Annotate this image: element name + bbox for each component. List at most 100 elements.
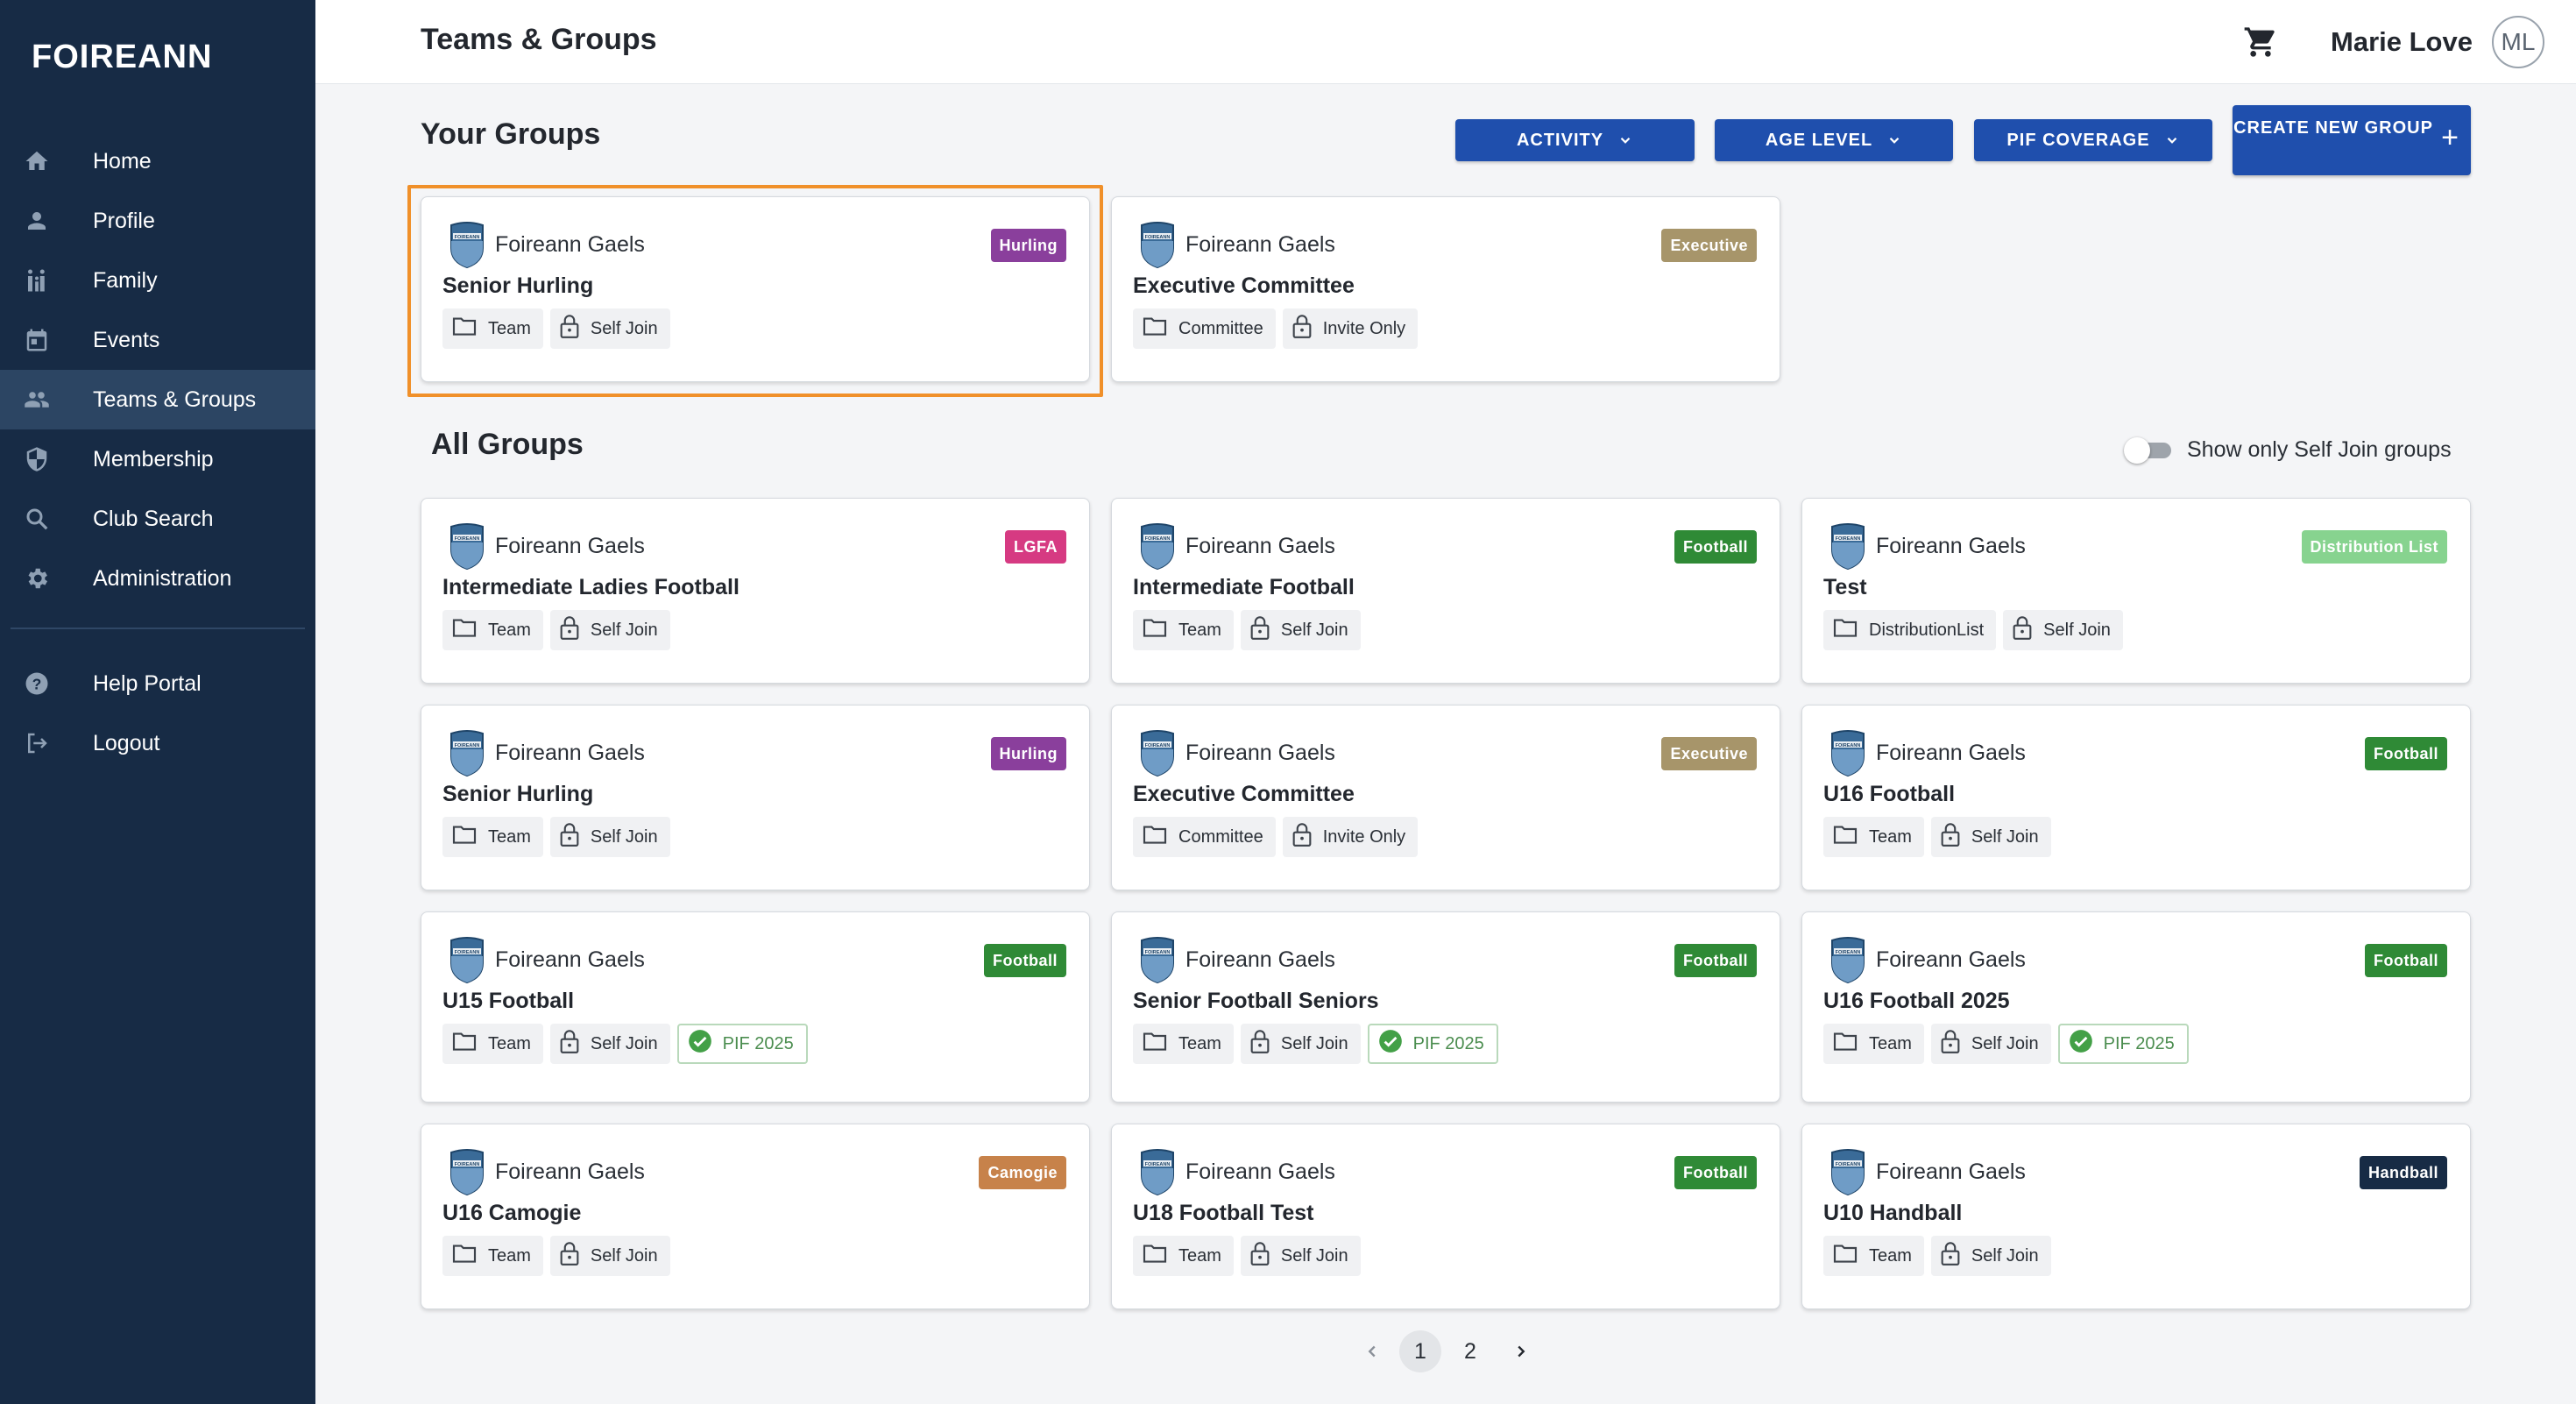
access-chip: Self Join	[549, 1024, 670, 1064]
group-type-label: Team	[488, 1245, 531, 1266]
access-label: Invite Only	[1322, 318, 1406, 338]
group-name: Senior Hurling	[442, 782, 594, 806]
group-name: U16 Football	[1823, 782, 1956, 806]
club-crest-icon: FOIREANN	[1829, 730, 1867, 777]
access-label: Self Join	[590, 1245, 658, 1266]
club-name: Foireann Gaels	[495, 947, 645, 972]
group-type-chip: Team	[442, 308, 543, 349]
folder-icon	[451, 1031, 478, 1057]
sidebar-item-club-search[interactable]: Club Search	[0, 489, 315, 549]
svg-text:FOIREANN: FOIREANN	[455, 743, 480, 748]
calendar-icon	[21, 324, 53, 356]
plus-icon: +	[2441, 121, 2459, 154]
shield-icon	[21, 443, 53, 475]
group-type-label: Team	[488, 620, 531, 640]
group-card[interactable]: FOIREANN Foireann Gaels Intermediate Footb…	[1111, 498, 1780, 684]
activity-badge: Distribution List	[2301, 530, 2447, 564]
access-label: Self Join	[590, 826, 658, 847]
create-new-group-button[interactable]: CREATE NEW GROUP +	[2233, 105, 2471, 175]
club-name: Foireann Gaels	[1185, 741, 1335, 765]
chevron-down-icon	[1889, 137, 1900, 144]
search-icon	[21, 503, 53, 535]
sidebar-item-help-portal[interactable]: ? Help Portal	[0, 654, 315, 713]
pagination-page-1[interactable]: 1	[1399, 1330, 1441, 1372]
self-join-toggle[interactable]	[2124, 435, 2175, 466]
club-crest-icon: FOIREANN	[448, 222, 486, 269]
age-level-filter-button[interactable]: AGE LEVEL	[1715, 119, 1953, 161]
access-label: Invite Only	[1322, 826, 1406, 847]
pif-coverage-filter-button[interactable]: PIF COVERAGE	[1974, 119, 2212, 161]
sidebar-item-membership[interactable]: Membership	[0, 429, 315, 489]
pif-chip: PIF 2025	[2057, 1024, 2189, 1064]
group-card[interactable]: FOIREANN Foireann Gaels Senior Hurling Hurl…	[421, 196, 1090, 382]
chevron-right-icon	[1518, 1345, 1525, 1358]
sidebar-item-label: Profile	[93, 208, 155, 233]
sidebar-item-teams-groups[interactable]: Teams & Groups	[0, 370, 315, 429]
group-card[interactable]: FOIREANN Foireann Gaels Intermediate Ladie…	[421, 498, 1090, 684]
lock-icon	[559, 1241, 580, 1271]
club-name: Foireann Gaels	[1876, 947, 2026, 972]
activity-badge: Football	[984, 944, 1066, 977]
person-icon	[21, 205, 53, 237]
sidebar-item-administration[interactable]: Administration	[0, 549, 315, 608]
group-card[interactable]: FOIREANN Foireann Gaels Executive Committe…	[1111, 196, 1780, 382]
sidebar-item-family[interactable]: Family	[0, 251, 315, 310]
club-crest-icon: FOIREANN	[1138, 937, 1177, 984]
activity-filter-button[interactable]: ACTIVITY	[1455, 119, 1695, 161]
group-card[interactable]: FOIREANN Foireann Gaels U16 Football Footba…	[1801, 705, 2471, 890]
sidebar-item-events[interactable]: Events	[0, 310, 315, 370]
group-type-label: Team	[1178, 1245, 1221, 1266]
group-chips: DistributionList Self Join	[1823, 610, 2123, 650]
group-name: U16 Football 2025	[1823, 989, 2010, 1013]
club-name: Foireann Gaels	[495, 534, 645, 558]
folder-icon	[1832, 1243, 1858, 1269]
pagination-page-2[interactable]: 2	[1464, 1338, 1476, 1364]
group-card[interactable]: FOIREANN Foireann Gaels U15 Football Footba…	[421, 911, 1090, 1103]
sidebar-item-label: Club Search	[93, 506, 214, 531]
pif-label: PIF 2025	[2103, 1033, 2175, 1053]
cart-icon[interactable]	[2243, 25, 2278, 60]
check-circle-icon	[2069, 1029, 2093, 1059]
self-join-toggle-label: Show only Self Join groups	[2187, 437, 2452, 462]
access-label: Self Join	[590, 1033, 658, 1053]
avatar[interactable]: ML	[2492, 16, 2544, 68]
lock-icon	[559, 1029, 580, 1059]
logout-icon	[21, 727, 53, 759]
group-card[interactable]: FOIREANN Foireann Gaels U18 Football Test F…	[1111, 1124, 1780, 1309]
svg-text:?: ?	[32, 675, 42, 692]
activity-badge: Hurling	[990, 737, 1066, 770]
group-chips: Team Self Join	[442, 308, 670, 349]
pagination-next[interactable]	[1504, 1330, 1539, 1372]
chevron-left-icon	[1368, 1345, 1376, 1358]
sidebar-item-profile[interactable]: Profile	[0, 191, 315, 251]
folder-icon	[1142, 1243, 1168, 1269]
club-crest-icon: FOIREANN	[448, 937, 486, 984]
group-chips: Team Self Join	[442, 610, 670, 650]
access-chip: Self Join	[549, 1236, 670, 1276]
group-chips: Team Self Join PIF 2025	[1823, 1024, 2189, 1064]
group-card[interactable]: FOIREANN Foireann Gaels Senior Football Se…	[1111, 911, 1780, 1103]
group-card[interactable]: FOIREANN Foireann Gaels Senior Hurling Hurl…	[421, 705, 1090, 890]
group-card[interactable]: FOIREANN Foireann Gaels U10 Handball Handba…	[1801, 1124, 2471, 1309]
group-card[interactable]: FOIREANN Foireann Gaels Test Distribution L…	[1801, 498, 2471, 684]
lock-icon	[2012, 615, 2033, 645]
user-name[interactable]: Marie Love	[2331, 26, 2473, 57]
sidebar-item-label: Events	[93, 327, 160, 352]
sidebar-item-logout[interactable]: Logout	[0, 713, 315, 773]
club-crest-icon: FOIREANN	[1829, 1149, 1867, 1196]
home-icon	[21, 145, 53, 177]
group-card[interactable]: FOIREANN Foireann Gaels U16 Camogie Camogie…	[421, 1124, 1090, 1309]
sidebar-item-home[interactable]: Home	[0, 131, 315, 191]
club-crest-icon: FOIREANN	[448, 730, 486, 777]
pif-chip: PIF 2025	[676, 1024, 808, 1064]
group-card[interactable]: FOIREANN Foireann Gaels Executive Committe…	[1111, 705, 1780, 890]
activity-badge: Football	[1674, 944, 1757, 977]
group-card[interactable]: FOIREANN Foireann Gaels U16 Football 2025 F…	[1801, 911, 2471, 1103]
access-label: Self Join	[1280, 620, 1348, 640]
group-name: U16 Camogie	[442, 1201, 582, 1225]
pagination-prev[interactable]	[1355, 1330, 1390, 1372]
group-chips: Team Self Join	[442, 1236, 670, 1276]
lock-icon	[1249, 1241, 1270, 1271]
group-name: Intermediate Ladies Football	[442, 575, 740, 599]
svg-text:FOIREANN: FOIREANN	[1836, 743, 1861, 748]
